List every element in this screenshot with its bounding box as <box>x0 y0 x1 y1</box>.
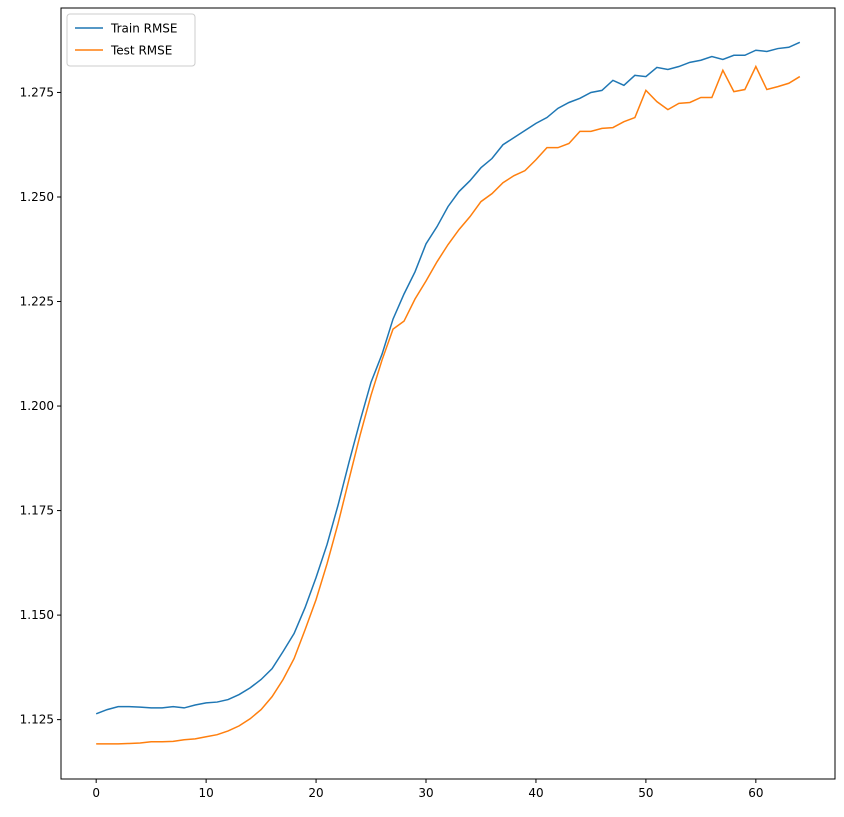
y-tick-label: 1.275 <box>20 85 54 99</box>
y-tick-label: 1.250 <box>20 190 54 204</box>
plot-frame <box>60 7 836 780</box>
series-line <box>95 41 801 715</box>
x-tick-label: 20 <box>308 786 323 800</box>
y-tick-label: 1.125 <box>20 713 54 727</box>
x-tick-label: 60 <box>748 786 763 800</box>
legend-label: Train RMSE <box>110 22 178 36</box>
x-tick-label: 30 <box>418 786 433 800</box>
series-line <box>96 64 801 745</box>
legend-box <box>66 13 196 67</box>
legend-label: Test RMSE <box>110 44 172 58</box>
y-tick-label: 1.150 <box>20 608 54 622</box>
y-tick-label: 1.175 <box>20 504 54 518</box>
x-tick-label: 0 <box>92 786 100 800</box>
y-tick-label: 1.225 <box>20 295 54 309</box>
x-tick-label: 40 <box>528 786 543 800</box>
x-tick-label: 50 <box>638 786 653 800</box>
y-tick-label: 1.200 <box>20 399 54 413</box>
x-tick-label: 10 <box>198 786 213 800</box>
